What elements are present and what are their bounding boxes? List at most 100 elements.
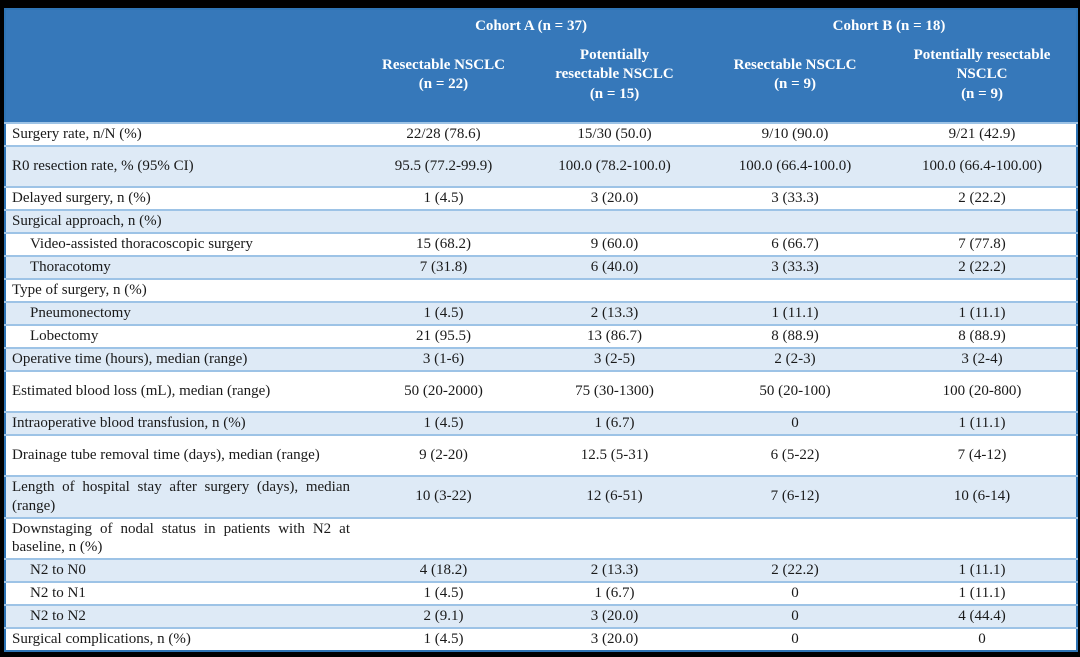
table-row: Video-assisted thoracoscopic surgery 15 (… [5,233,1078,256]
row-value: 3 (2-4) [961,351,1003,368]
cohort-b-header: Cohort B (n = 18) [702,9,1078,38]
row-value: 100 (20-800) [942,383,1022,400]
row-label: N2 to N0 [30,562,86,579]
row-value [527,518,702,560]
table-row: R0 resection rate, % (95% CI) 95.5 (77.2-… [5,146,1078,187]
row-label: Length of hospital stay after surgery (d… [12,479,350,514]
row-value: 3 (1-6) [422,351,465,368]
row-value: 3 (20.0) [590,608,639,625]
row-value [888,279,1077,302]
row-value: 100.0 (66.4-100.0) [738,158,852,175]
header-empty-cell [5,38,360,123]
table-row: Type of surgery, n (%) [5,279,1078,302]
row-value: 8 (88.9) [958,328,1006,345]
row-value [702,279,888,302]
row-value: 100.0 (66.4-100.00) [922,158,1043,175]
row-label: N2 to N2 [30,608,86,625]
table-row: N2 to N2 2 (9.1) 3 (20.0) 0 4 (44.4) [5,605,1078,628]
row-value: 6 (40.0) [590,259,639,276]
row-label: Downstaging of nodal status in patients … [12,520,350,556]
row-label: Thoracotomy [30,259,111,276]
table-body: Surgery rate, n/N (%) 22/28 (78.6) 15/30 (… [5,123,1078,651]
row-value: 6 (66.7) [771,236,819,253]
column-header-resectable-b: Resectable NSCLC (n = 9) [702,38,889,123]
row-value: 9/21 (42.9) [948,126,1016,143]
row-value: 1 (4.5) [423,415,464,432]
row-value: 6 (5-22) [770,447,820,464]
row-value: 1 (4.5) [423,190,464,207]
row-value: 1 (11.1) [958,562,1006,579]
table-row: Operative time (hours), median (range) 3 … [5,348,1078,371]
row-value: 50 (20-2000) [404,383,483,400]
row-value [360,518,527,560]
row-value: 1 (4.5) [423,585,464,602]
row-value [702,518,888,560]
row-value: 7 (6-12) [770,488,820,505]
table-row: Intraoperative blood transfusion, n (%) 1… [5,412,1078,435]
row-label: Estimated blood loss (mL), median (range… [12,383,271,400]
row-value: 3 (2-5) [593,351,636,368]
row-label: Delayed surgery, n (%) [12,190,151,207]
surgical-outcomes-table: Cohort A (n = 37) Cohort B (n = 18) Rese… [4,8,1079,652]
table-row: Downstaging of nodal status in patients … [5,517,1078,560]
row-value: 1 (11.1) [958,305,1006,322]
row-value: 15/30 (50.0) [577,126,652,143]
row-value: 9 (2-20) [419,447,468,464]
table-row: Length of hospital stay after surgery (d… [5,476,1078,518]
row-value: 1 (11.1) [958,415,1006,432]
row-value: 15 (68.2) [416,236,471,253]
row-value [527,279,702,302]
row-value [360,279,527,302]
table-row: Thoracotomy 7 (31.8) 6 (40.0) 3 (33.3) 2 (22… [5,256,1078,279]
table-row: Pneumonectomy 1 (4.5) 2 (13.3) 1 (11.1) 1 (1… [5,302,1078,325]
row-value: 10 (6-14) [953,488,1011,505]
row-value: 7 (4-12) [957,447,1007,464]
row-value: 1 (4.5) [423,631,464,648]
row-value [527,210,702,233]
cohort-header-row: Cohort A (n = 37) Cohort B (n = 18) [5,9,1078,38]
table-row: Estimated blood loss (mL), median (range… [5,371,1078,412]
table-header: Cohort A (n = 37) Cohort B (n = 18) Rese… [5,9,1078,123]
row-value: 12.5 (5-31) [580,447,649,464]
row-value [360,210,527,233]
row-value: 0 [978,631,986,648]
table-figure: Cohort A (n = 37) Cohort B (n = 18) Rese… [4,8,1079,652]
row-value: 3 (33.3) [771,190,819,207]
row-value: 13 (86.7) [587,328,642,345]
row-value: 0 [791,608,799,625]
row-value: 0 [791,585,799,602]
row-label: Type of surgery, n (%) [12,282,147,299]
row-value: 2 (9.1) [423,608,464,625]
row-value: 1 (6.7) [594,415,635,432]
cohort-a-header: Cohort A (n = 37) [360,9,703,38]
row-label: Drainage tube removal time (days), media… [12,447,320,464]
row-label: Pneumonectomy [30,305,131,322]
column-header-row: Resectable NSCLC (n = 22) Potentially re… [5,38,1078,123]
table-row: N2 to N1 1 (4.5) 1 (6.7) 0 1 (11.1) [5,582,1078,605]
row-value: 1 (4.5) [423,305,464,322]
table-row: Lobectomy 21 (95.5) 13 (86.7) 8 (88.9) 8 (88… [5,325,1078,348]
row-value: 12 (6-51) [586,488,643,505]
row-value: 8 (88.9) [771,328,819,345]
row-value: 3 (20.0) [590,190,639,207]
row-value: 1 (11.1) [958,585,1006,602]
row-label: Surgery rate, n/N (%) [12,126,142,143]
header-empty-cell [5,9,360,38]
row-value: 1 (6.7) [594,585,635,602]
row-value: 4 (18.2) [419,562,468,579]
row-value: 3 (20.0) [590,631,639,648]
row-value: 2 (22.2) [958,259,1006,276]
table-row: Delayed surgery, n (%) 1 (4.5) 3 (20.0) 3 (… [5,187,1078,210]
row-label: Surgical approach, n (%) [12,213,162,230]
row-value: 22/28 (78.6) [406,126,481,143]
row-value: 100.0 (78.2-100.0) [558,158,671,175]
row-value: 2 (13.3) [590,562,639,579]
table-row: Surgery rate, n/N (%) 22/28 (78.6) 15/30 (… [5,123,1078,146]
row-value: 95.5 (77.2-99.9) [394,158,493,175]
row-label: Operative time (hours), median (range) [12,351,248,368]
row-value [888,518,1077,560]
row-value: 10 (3-22) [415,488,472,505]
row-label: Intraoperative blood transfusion, n (%) [12,415,246,432]
row-value: 75 (30-1300) [575,383,654,400]
row-value: 0 [791,415,799,432]
